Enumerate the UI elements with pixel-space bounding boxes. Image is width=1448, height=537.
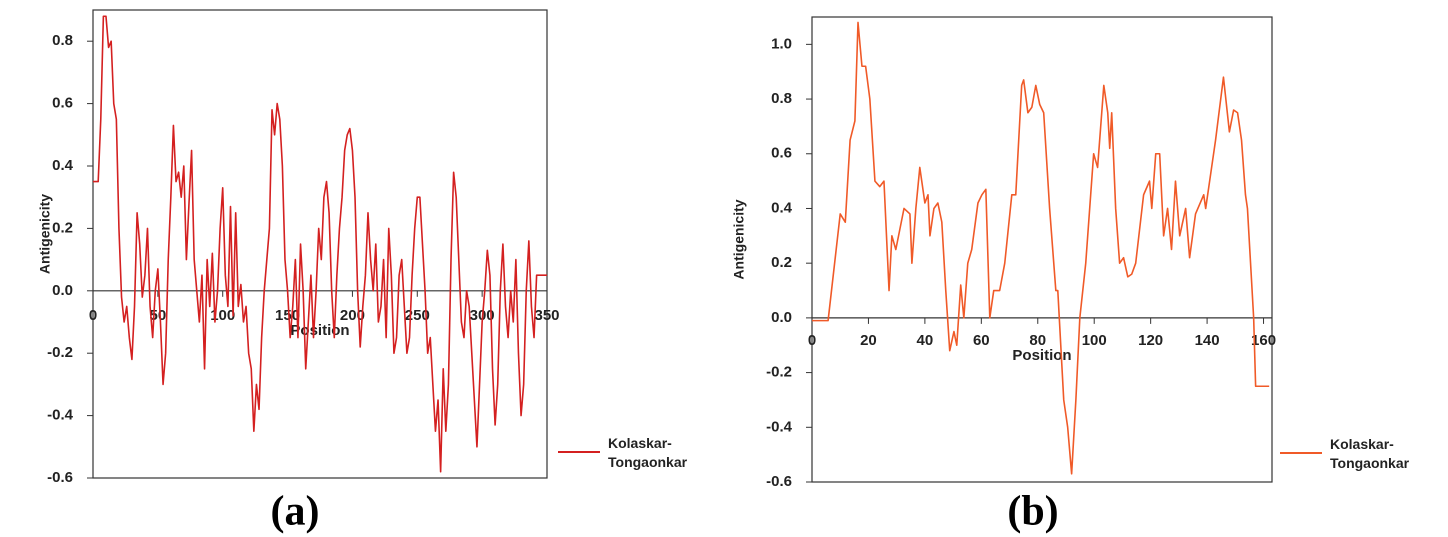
x-tick-label: 80 [1029, 332, 1046, 349]
y-tick-label: 0.2 [52, 219, 73, 236]
x-tick-label: 160 [1251, 332, 1276, 349]
x-tick-label: 60 [973, 332, 990, 349]
x-axis-title: Position [290, 322, 349, 339]
plot-frame [92, 9, 548, 479]
y-tick-label: 0.0 [52, 282, 73, 299]
x-tick-label: 150 [275, 307, 300, 324]
y-tick-label: 0.6 [771, 145, 792, 162]
y-tick-label: -0.6 [47, 469, 73, 486]
y-axis-title: Antigenicity [731, 199, 747, 279]
y-tick-label: 0.6 [52, 95, 73, 112]
y-tick-label: 0.8 [771, 90, 792, 107]
x-tick-label: 120 [1138, 332, 1163, 349]
data-line [93, 15, 547, 473]
x-tick-label: 350 [534, 307, 559, 324]
y-tick-label: 0.4 [52, 157, 74, 174]
x-tick-label: 140 [1195, 332, 1220, 349]
y-tick-label: -0.6 [766, 473, 792, 490]
y-tick-label: -0.2 [766, 364, 792, 381]
x-tick-label: 0 [808, 332, 816, 349]
data-line [812, 21, 1270, 475]
x-axis-title: Position [1012, 347, 1071, 364]
x-tick-label: 100 [1082, 332, 1107, 349]
legend-label: Kolaskar-Tongaonkar [1330, 436, 1410, 471]
y-axis-title: Antigenicity [37, 194, 53, 274]
y-tick-label: -0.2 [47, 344, 73, 361]
plot-frame [811, 16, 1273, 483]
y-tick-label: 0.8 [52, 32, 73, 49]
x-tick-label: 20 [860, 332, 877, 349]
y-tick-label: 1.0 [771, 35, 792, 52]
panel-label: (a) [271, 489, 320, 535]
y-tick-label: -0.4 [47, 407, 74, 424]
legend-label: Kolaskar-Tongaonkar [608, 435, 688, 470]
y-tick-label: 0.4 [771, 199, 793, 216]
panel-label: (b) [1007, 489, 1058, 535]
y-tick-label: -0.4 [766, 418, 793, 435]
y-tick-label: 0.2 [771, 254, 792, 271]
y-tick-label: 0.0 [771, 309, 792, 326]
x-tick-label: 0 [89, 307, 97, 324]
x-tick-label: 40 [917, 332, 934, 349]
